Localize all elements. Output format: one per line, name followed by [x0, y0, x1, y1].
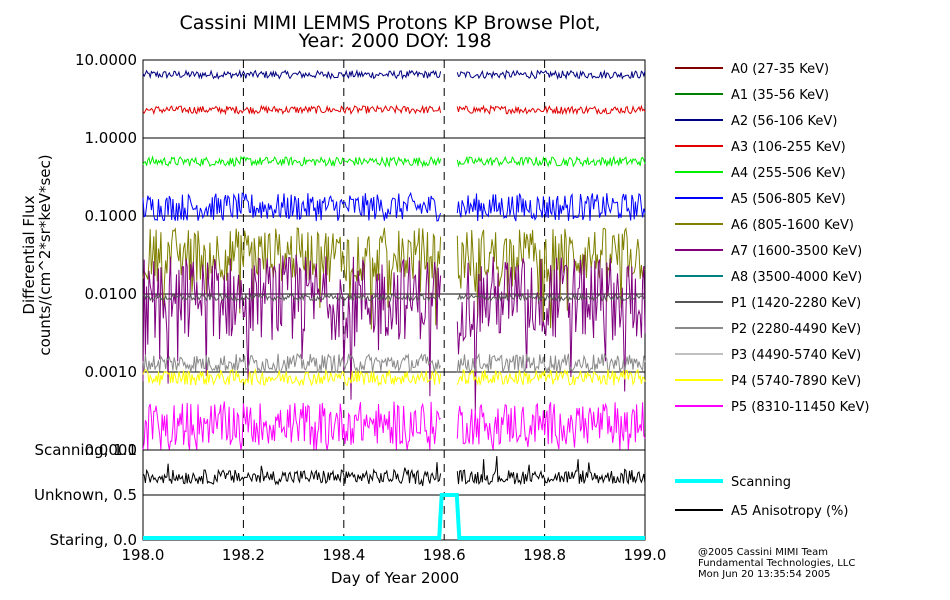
legend-entry: P4 (5740-7890 KeV)	[731, 374, 861, 389]
series-line-p5	[142, 401, 646, 451]
legend-entry: A5 Anisotropy (%)	[731, 504, 848, 519]
legend-entry: A2 (56-106 KeV)	[731, 114, 837, 129]
series-line-p2	[142, 352, 646, 374]
credit-line-3: Mon Jun 20 13:35:54 2005	[698, 569, 831, 580]
flux-y-tick-label: 0.0010	[85, 363, 138, 381]
x-axis-label: Day of Year 2000	[331, 569, 459, 587]
flux-y-tick-label: 0.0100	[85, 285, 138, 303]
flux-panel: 10.0000 1.0000 0.1000 0.0100 0.0010 0.0001	[75, 51, 646, 459]
chart-subtitle: Year: 2000 DOY: 198	[297, 30, 491, 52]
mode-y-ticks: Scanning, 1.0 Unknown, 0.5 Staring, 0.0	[34, 441, 137, 549]
flux-y-tick-label: 0.0001	[85, 441, 138, 459]
series-line-a7	[142, 254, 646, 412]
x-tick-label: 198.8	[523, 546, 566, 564]
x-tick-label: 198.0	[122, 546, 165, 564]
flux-y-tick-label: 1.0000	[85, 129, 138, 147]
flux-y-tick-label: 0.1000	[85, 207, 138, 225]
y-axis-label-line2: counts/(cm^2*sr*keV*sec)	[36, 154, 54, 355]
legend-entry: Scanning	[731, 475, 791, 490]
mode-series	[142, 455, 646, 540]
x-tick-label: 198.4	[322, 546, 365, 564]
legend-entry: A7 (1600-3500 KeV)	[731, 244, 862, 259]
flux-y-tick-label: 10.0000	[75, 51, 137, 69]
legend-entry: A4 (255-506 KeV)	[731, 166, 846, 181]
chart-title: Cassini MIMI LEMMS Protons KP Browse Plo…	[179, 12, 600, 34]
legend-entry: P3 (4490-5740 KeV)	[731, 348, 861, 363]
x-tick-label: 199.0	[624, 546, 667, 564]
mode-y-tick-label: Unknown, 0.5	[34, 486, 137, 504]
series-line-a6	[142, 227, 646, 330]
legend-entry: A6 (805-1600 KeV)	[731, 218, 854, 233]
mode-y-tick-label: Scanning, 1.0	[34, 441, 137, 459]
x-tick-label: 198.2	[222, 546, 265, 564]
mode-x-ticks: 198.0 198.2 198.4 198.6 198.8 199.0	[122, 546, 667, 564]
legend-entry: P1 (1420-2280 KeV)	[731, 296, 861, 311]
series-line-a3	[142, 104, 646, 116]
series-line-a5-anisotropy	[142, 455, 646, 487]
y-axis-label-line1: Differential Flux	[20, 195, 38, 314]
x-tick-label: 198.6	[423, 546, 466, 564]
flux-legend: A0 (27-35 KeV) A1 (35-56 KeV) A2 (56-106 K…	[675, 62, 869, 415]
legend-entry: A5 (506-805 KeV)	[731, 192, 846, 207]
credit-line-1: @2005 Cassini MIMI Team	[698, 547, 828, 558]
series-line-p4	[142, 367, 646, 387]
series-line-a2	[142, 69, 646, 81]
legend-entry: P2 (2280-4490 KeV)	[731, 322, 861, 337]
mode-panel: Scanning, 1.0 Unknown, 0.5 Staring, 0.0 19…	[34, 441, 667, 564]
series-line-p1	[142, 292, 646, 303]
flux-series	[142, 69, 646, 451]
series-line-a5	[142, 191, 646, 222]
series-line-a4	[142, 155, 646, 168]
legend-entry: A3 (106-255 KeV)	[731, 140, 846, 155]
series-line-scanning	[143, 493, 645, 540]
mode-y-tick-label: Staring, 0.0	[50, 531, 137, 549]
legend-entry: P5 (8310-11450 KeV)	[731, 400, 869, 415]
mode-grid	[143, 450, 645, 540]
credit-line-2: Fundamental Technologies, LLC	[698, 558, 855, 569]
legend-entry: A0 (27-35 KeV)	[731, 62, 829, 77]
legend-entry: A1 (35-56 KeV)	[731, 88, 829, 103]
flux-y-ticks: 10.0000 1.0000 0.1000 0.0100 0.0010 0.0001	[75, 51, 137, 459]
legend-entry: A8 (3500-4000 KeV)	[731, 270, 862, 285]
mode-legend: Scanning A5 Anisotropy (%)	[675, 475, 848, 519]
